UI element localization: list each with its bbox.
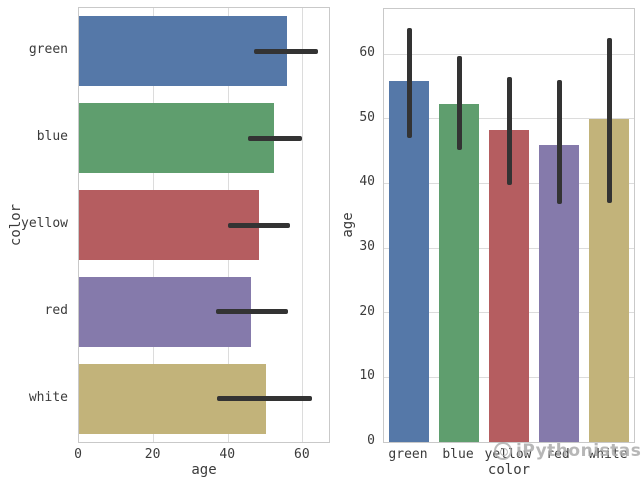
y-tick-label: yellow [21, 216, 68, 231]
x-tick-label: red [546, 447, 570, 462]
bar-green [79, 16, 288, 87]
y-tick-label: 50 [359, 109, 375, 125]
bar-blue [439, 104, 479, 442]
bar-green [389, 81, 429, 442]
left-plot-area [78, 7, 330, 443]
left-x-axis-label: age [191, 462, 217, 478]
x-tick-label: white [588, 447, 628, 462]
watermark: iPythonistas [494, 441, 641, 461]
right-plot-area [383, 8, 635, 443]
error-bar-red [556, 80, 562, 205]
error-bar-blue [456, 55, 462, 150]
y-tick-label: 10 [359, 368, 375, 384]
x-tick-label: 60 [294, 447, 310, 462]
error-bar-red [216, 309, 288, 315]
error-bar-yellow [506, 76, 512, 185]
y-tick-label: 30 [359, 239, 375, 255]
error-bar-green [406, 28, 412, 139]
y-tick-label: 40 [359, 174, 375, 190]
gridline [384, 53, 634, 55]
error-bar-green [254, 48, 318, 54]
y-tick-label: 0 [367, 433, 375, 448]
watermark-logo-icon [494, 442, 512, 460]
x-tick-label: green [388, 447, 428, 462]
error-bar-white [217, 396, 313, 402]
x-tick-label: 40 [219, 447, 236, 462]
error-bar-yellow [227, 222, 290, 228]
y-tick-label: 20 [359, 303, 375, 319]
error-bar-white [606, 38, 612, 203]
y-tick-label: red [44, 302, 68, 318]
x-tick-label: blue [442, 447, 474, 462]
error-bar-blue [247, 135, 303, 141]
gridline [302, 8, 304, 442]
bar-blue [79, 103, 275, 174]
y-tick-label: white [28, 389, 68, 405]
x-tick-label: 0 [74, 447, 82, 462]
watermark-text: iPythonistas [516, 441, 642, 461]
y-tick-label: blue [36, 129, 68, 145]
y-tick-label: 60 [359, 45, 375, 61]
y-tick-label: green [28, 42, 68, 58]
right-x-axis-label: color [487, 462, 531, 478]
x-tick-label: 20 [144, 447, 161, 462]
